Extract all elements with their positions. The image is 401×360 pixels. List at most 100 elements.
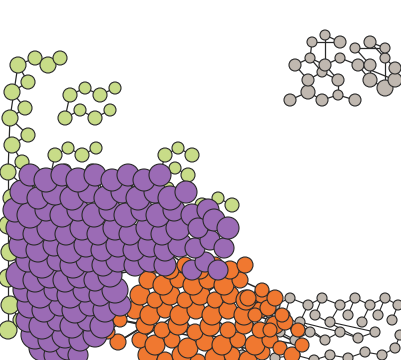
Circle shape <box>279 310 289 320</box>
Circle shape <box>269 300 279 310</box>
Circle shape <box>334 327 344 337</box>
Circle shape <box>239 351 256 360</box>
Circle shape <box>75 148 89 162</box>
Circle shape <box>23 223 45 245</box>
Circle shape <box>154 322 170 338</box>
Circle shape <box>349 293 359 303</box>
Circle shape <box>160 285 180 305</box>
Circle shape <box>288 59 300 71</box>
Circle shape <box>83 323 107 347</box>
Circle shape <box>157 302 172 318</box>
Circle shape <box>109 82 121 94</box>
Circle shape <box>93 221 107 235</box>
Circle shape <box>164 332 180 348</box>
Circle shape <box>302 300 312 310</box>
Circle shape <box>379 293 389 303</box>
Circle shape <box>389 343 399 353</box>
Circle shape <box>154 239 176 261</box>
Circle shape <box>196 333 213 351</box>
Circle shape <box>32 298 56 322</box>
Circle shape <box>65 193 79 207</box>
Circle shape <box>104 104 116 116</box>
Circle shape <box>21 183 35 197</box>
Circle shape <box>188 218 207 238</box>
Circle shape <box>207 292 223 308</box>
Circle shape <box>274 327 284 337</box>
Circle shape <box>172 345 192 360</box>
Circle shape <box>0 269 17 287</box>
Circle shape <box>66 168 90 192</box>
Circle shape <box>15 155 29 169</box>
Circle shape <box>21 321 49 349</box>
Circle shape <box>166 216 190 240</box>
Circle shape <box>306 37 316 47</box>
Circle shape <box>364 300 374 310</box>
Circle shape <box>106 233 130 257</box>
Circle shape <box>300 85 314 99</box>
Circle shape <box>182 275 203 295</box>
Circle shape <box>158 186 182 210</box>
Circle shape <box>318 59 330 71</box>
Circle shape <box>21 128 35 142</box>
Circle shape <box>62 142 74 154</box>
Circle shape <box>362 73 376 87</box>
Circle shape <box>15 288 29 302</box>
Circle shape <box>149 164 170 186</box>
Circle shape <box>304 327 314 337</box>
Circle shape <box>17 202 43 228</box>
Circle shape <box>176 292 192 308</box>
Circle shape <box>289 350 299 360</box>
Circle shape <box>0 321 17 339</box>
Circle shape <box>54 186 66 198</box>
Circle shape <box>15 208 29 222</box>
Circle shape <box>44 344 66 360</box>
Circle shape <box>102 234 114 246</box>
Circle shape <box>89 284 111 306</box>
Circle shape <box>3 189 21 207</box>
Circle shape <box>379 43 389 53</box>
Circle shape <box>309 310 319 320</box>
Circle shape <box>182 260 201 280</box>
Circle shape <box>136 316 154 334</box>
Circle shape <box>63 88 77 102</box>
Circle shape <box>284 293 294 303</box>
Circle shape <box>254 345 264 355</box>
Circle shape <box>211 192 223 204</box>
Circle shape <box>211 335 231 355</box>
Circle shape <box>124 254 146 276</box>
Circle shape <box>154 254 176 276</box>
Circle shape <box>290 323 304 337</box>
Circle shape <box>359 347 369 357</box>
Circle shape <box>114 203 138 227</box>
Circle shape <box>56 336 80 360</box>
Circle shape <box>57 237 83 263</box>
Circle shape <box>74 233 98 257</box>
Circle shape <box>315 94 327 106</box>
Circle shape <box>334 53 344 63</box>
Circle shape <box>86 164 98 176</box>
Circle shape <box>213 275 233 295</box>
Circle shape <box>9 232 35 258</box>
Circle shape <box>138 248 162 272</box>
Circle shape <box>106 248 130 272</box>
Circle shape <box>265 316 283 334</box>
Circle shape <box>319 30 329 40</box>
Circle shape <box>136 216 160 240</box>
Circle shape <box>29 252 55 278</box>
Circle shape <box>324 317 334 327</box>
Circle shape <box>229 332 245 348</box>
Circle shape <box>223 347 239 360</box>
Circle shape <box>18 235 32 249</box>
Circle shape <box>308 355 318 360</box>
Circle shape <box>356 317 366 327</box>
Circle shape <box>16 248 40 272</box>
Circle shape <box>3 198 27 222</box>
Circle shape <box>387 73 401 87</box>
Circle shape <box>219 301 237 319</box>
Circle shape <box>13 278 37 302</box>
Circle shape <box>363 36 375 48</box>
Circle shape <box>78 181 100 203</box>
Circle shape <box>109 214 121 226</box>
Circle shape <box>219 218 233 232</box>
Circle shape <box>217 343 227 353</box>
